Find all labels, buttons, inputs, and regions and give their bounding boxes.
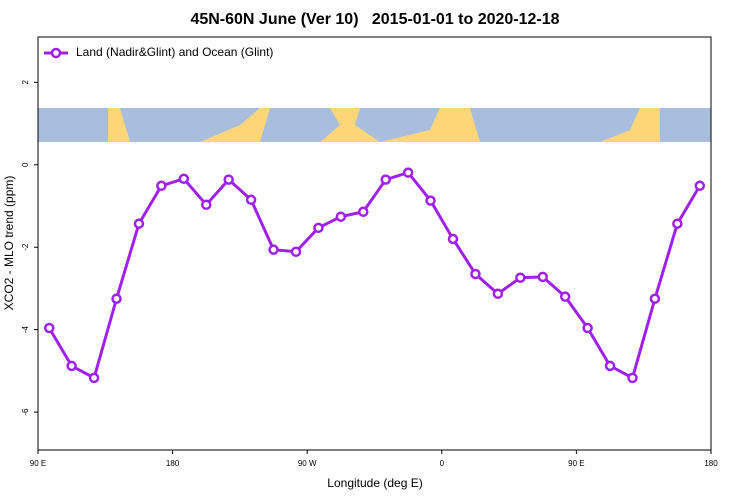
legend-label: Land (Nadir&Glint) and Ocean (Glint): [76, 45, 273, 59]
data-point: [335, 211, 347, 222]
data-point: [380, 174, 391, 185]
x-axis-label: Longitude (deg E): [327, 476, 422, 490]
data-point: [290, 246, 302, 257]
data-point: [178, 173, 190, 185]
x-tick-label: 90 E: [568, 459, 584, 468]
y-tick-label: -2: [21, 243, 30, 251]
map-strip: [38, 108, 711, 142]
data-point: [672, 218, 683, 229]
x-tick-label: 90 W: [298, 459, 317, 468]
data-point: [201, 199, 212, 211]
data-point: [649, 293, 661, 304]
data-point: [559, 291, 571, 302]
x-tick-label: 180: [166, 459, 180, 468]
data-point: [66, 360, 77, 372]
data-point: [245, 194, 257, 206]
chart-title: 45N-60N June (Ver 10) 2015-01-01 to 2020…: [190, 11, 559, 28]
data-point: [223, 174, 234, 185]
data-point: [268, 244, 279, 255]
data-line: [47, 170, 702, 381]
data-point: [425, 195, 436, 206]
y-tick-label: 0: [21, 162, 30, 167]
plot-frame: [37, 36, 712, 451]
data-point: [402, 167, 414, 178]
data-point: [111, 293, 122, 304]
data-point: [133, 218, 145, 229]
y-tick-label: -6: [21, 408, 30, 416]
data-point: [358, 206, 369, 218]
x-tick-label: 0: [440, 459, 445, 468]
data-point: [447, 233, 459, 245]
x-tick-label: 180: [704, 459, 718, 468]
y-tick-label: -4: [21, 326, 30, 334]
data-point: [156, 180, 167, 192]
legend-marker: [50, 47, 62, 59]
data-point: [43, 322, 55, 334]
data-point: [470, 268, 481, 280]
data-point: [88, 372, 100, 384]
data-point: [582, 322, 593, 334]
data-point: [492, 288, 504, 300]
x-tick-label: 90 E: [30, 459, 46, 468]
data-point: [515, 272, 526, 283]
data-point: [694, 180, 706, 192]
data-point: [537, 271, 548, 283]
y-axis-label: XCO2 - MLO trend (ppm): [2, 176, 16, 311]
data-point: [313, 222, 324, 234]
y-tick-label: 2: [21, 80, 30, 85]
data-point: [627, 372, 638, 384]
data-point: [604, 360, 616, 372]
